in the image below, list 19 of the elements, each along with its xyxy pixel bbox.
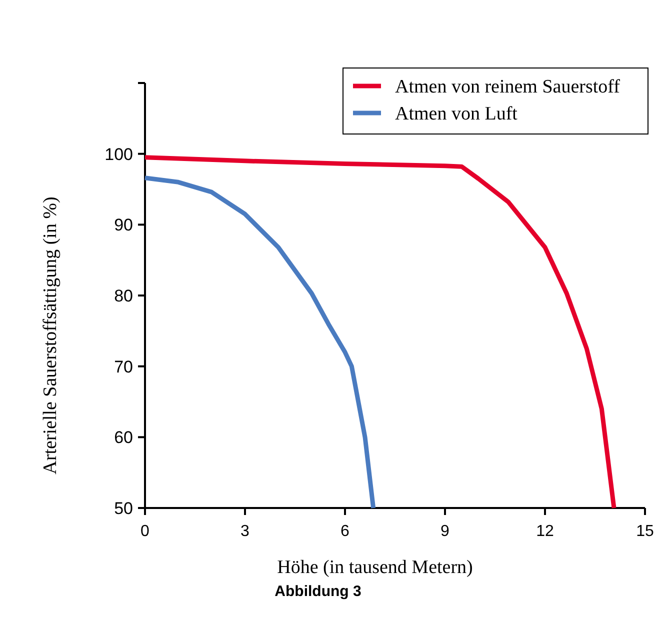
x-tick-label: 15 [636,523,654,540]
text: Abbildung 3 [274,583,362,600]
y-tick-label: 60 [114,428,133,448]
legend-label: Atmen von Luft [395,104,518,125]
y-tick-label: 50 [114,498,133,518]
line-series [142,155,616,510]
x-tick-label: 12 [536,523,554,540]
x-tick-label: 9 [440,523,450,540]
x-tick-label: 3 [240,523,250,540]
line-series [142,176,376,510]
y-tick-label: 70 [114,357,133,376]
y-tick-label: 100 [104,144,133,164]
x-axis-title: Höhe (in tausend Metern) [277,557,473,578]
y-tick-label: 80 [114,286,133,306]
y-tick-label: 90 [114,216,133,235]
x-tick-label: 0 [140,523,150,540]
legend-label: Atmen von reinem Sauerstoff [395,76,621,98]
x-tick-label: 6 [340,523,350,540]
y-axis-title: Arterielle Sauerstoffsättigung (in %) [40,196,61,474]
